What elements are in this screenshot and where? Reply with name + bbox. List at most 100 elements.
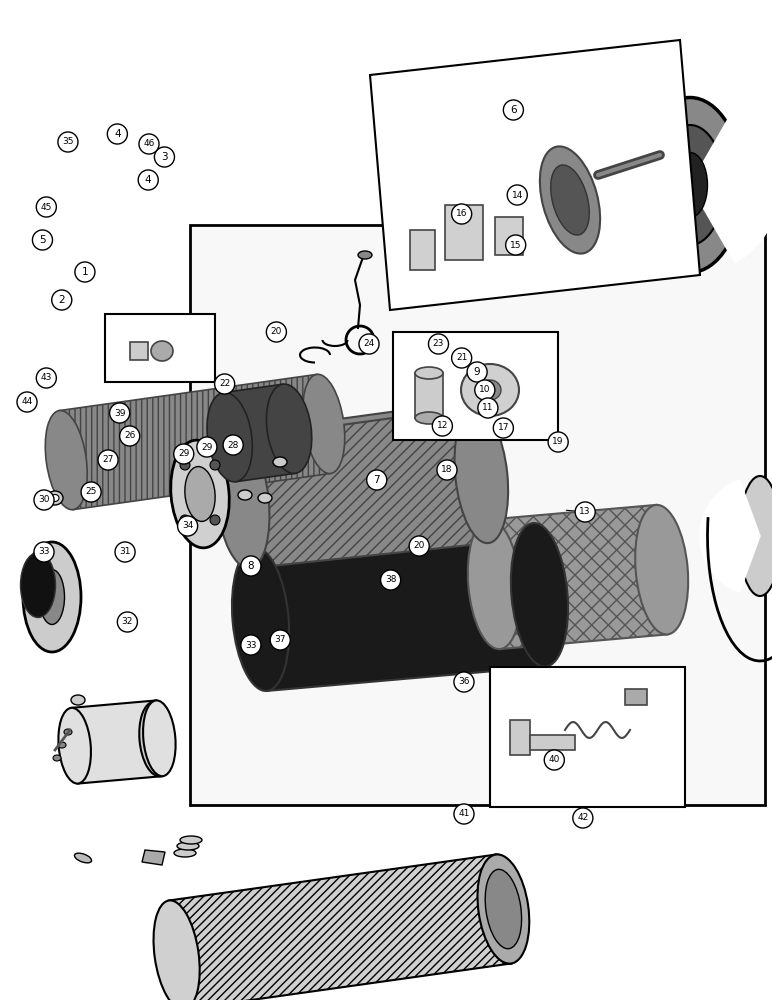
Circle shape bbox=[437, 460, 457, 480]
Circle shape bbox=[32, 230, 52, 250]
Ellipse shape bbox=[258, 493, 272, 503]
Text: 13: 13 bbox=[580, 508, 591, 516]
Circle shape bbox=[110, 403, 130, 423]
Ellipse shape bbox=[540, 146, 600, 254]
Circle shape bbox=[432, 416, 452, 436]
Ellipse shape bbox=[174, 849, 196, 857]
Ellipse shape bbox=[672, 152, 707, 218]
Polygon shape bbox=[254, 523, 546, 691]
Circle shape bbox=[452, 348, 472, 368]
Text: 14: 14 bbox=[512, 190, 523, 200]
Text: 4: 4 bbox=[114, 129, 120, 139]
Circle shape bbox=[58, 132, 78, 152]
Circle shape bbox=[154, 147, 174, 167]
Ellipse shape bbox=[216, 433, 269, 568]
Ellipse shape bbox=[468, 520, 521, 649]
Ellipse shape bbox=[739, 476, 772, 596]
Ellipse shape bbox=[485, 869, 522, 949]
Text: 39: 39 bbox=[114, 408, 125, 418]
Circle shape bbox=[475, 380, 495, 400]
Text: 45: 45 bbox=[41, 202, 52, 212]
Bar bbox=[130, 342, 148, 360]
Ellipse shape bbox=[64, 729, 72, 735]
Circle shape bbox=[506, 235, 526, 255]
Text: 22: 22 bbox=[219, 379, 230, 388]
Circle shape bbox=[507, 185, 527, 205]
Polygon shape bbox=[169, 855, 511, 1000]
Text: 32: 32 bbox=[122, 617, 133, 626]
Circle shape bbox=[139, 134, 159, 154]
Circle shape bbox=[544, 750, 564, 770]
Ellipse shape bbox=[46, 411, 87, 510]
Text: 20: 20 bbox=[271, 328, 282, 336]
Text: 36: 36 bbox=[459, 678, 469, 686]
Ellipse shape bbox=[74, 853, 92, 863]
Text: 43: 43 bbox=[41, 373, 52, 382]
Ellipse shape bbox=[455, 408, 508, 543]
Circle shape bbox=[197, 437, 217, 457]
Bar bbox=[625, 689, 647, 705]
Ellipse shape bbox=[139, 702, 174, 776]
Circle shape bbox=[454, 672, 474, 692]
Text: 16: 16 bbox=[456, 210, 467, 219]
Polygon shape bbox=[142, 850, 165, 865]
Text: 37: 37 bbox=[275, 636, 286, 645]
Ellipse shape bbox=[185, 467, 215, 521]
Ellipse shape bbox=[47, 491, 63, 505]
Circle shape bbox=[367, 470, 387, 490]
Text: 38: 38 bbox=[385, 576, 396, 584]
Bar bbox=[105, 314, 215, 382]
Ellipse shape bbox=[232, 547, 290, 691]
Ellipse shape bbox=[21, 552, 56, 617]
Ellipse shape bbox=[511, 523, 568, 667]
Ellipse shape bbox=[71, 695, 85, 705]
Wedge shape bbox=[690, 107, 772, 263]
Circle shape bbox=[178, 516, 198, 536]
Circle shape bbox=[359, 334, 379, 354]
Circle shape bbox=[36, 197, 56, 217]
Text: 44: 44 bbox=[22, 397, 32, 406]
Circle shape bbox=[223, 435, 243, 455]
Circle shape bbox=[493, 418, 513, 438]
Polygon shape bbox=[489, 505, 667, 649]
Text: 4: 4 bbox=[145, 175, 151, 185]
Text: 8: 8 bbox=[248, 561, 254, 571]
Polygon shape bbox=[370, 40, 700, 310]
Ellipse shape bbox=[550, 165, 589, 235]
Text: 2: 2 bbox=[59, 295, 65, 305]
Text: 15: 15 bbox=[510, 240, 521, 249]
Circle shape bbox=[381, 570, 401, 590]
Circle shape bbox=[575, 502, 595, 522]
Circle shape bbox=[34, 542, 54, 562]
Circle shape bbox=[210, 460, 220, 470]
Bar bbox=[495, 217, 523, 255]
Text: 29: 29 bbox=[178, 450, 189, 458]
Ellipse shape bbox=[59, 708, 91, 784]
Circle shape bbox=[409, 536, 429, 556]
Circle shape bbox=[478, 398, 498, 418]
Text: 7: 7 bbox=[374, 475, 380, 485]
Bar bbox=[445, 205, 483, 260]
Text: 23: 23 bbox=[433, 340, 444, 349]
Circle shape bbox=[573, 808, 593, 828]
Text: 30: 30 bbox=[39, 495, 49, 504]
Ellipse shape bbox=[151, 341, 173, 361]
Bar bbox=[510, 720, 530, 755]
Ellipse shape bbox=[656, 125, 724, 245]
Circle shape bbox=[180, 515, 190, 525]
Text: 18: 18 bbox=[442, 466, 452, 475]
Text: 5: 5 bbox=[39, 235, 46, 245]
Circle shape bbox=[548, 432, 568, 452]
Circle shape bbox=[174, 444, 194, 464]
Circle shape bbox=[452, 204, 472, 224]
Text: 31: 31 bbox=[120, 548, 130, 556]
Polygon shape bbox=[71, 700, 163, 784]
Circle shape bbox=[266, 322, 286, 342]
Text: 35: 35 bbox=[63, 137, 73, 146]
Ellipse shape bbox=[177, 842, 199, 850]
Circle shape bbox=[215, 374, 235, 394]
Ellipse shape bbox=[479, 380, 501, 400]
Text: 19: 19 bbox=[553, 438, 564, 446]
Ellipse shape bbox=[638, 98, 743, 272]
Text: 20: 20 bbox=[414, 542, 425, 550]
